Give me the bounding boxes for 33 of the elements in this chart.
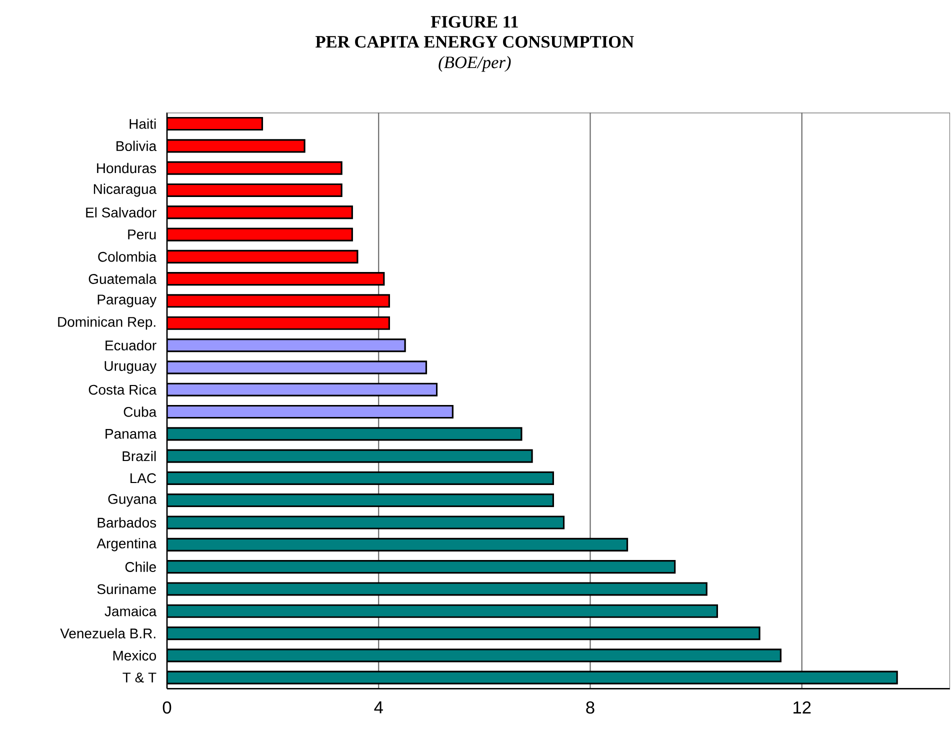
x-tick-label: 8 [586,701,594,714]
chart-title: FIGURE 11 [430,16,518,28]
y-tick-label: Dominican Rep. [58,316,156,330]
x-tick-label: 0 [162,701,172,714]
y-tick-label: Brazil [122,450,156,462]
y-tick-label: T & T [122,672,156,683]
y-tick-label: Uruguay [104,361,157,374]
y-tick-label: Cuba [124,406,157,417]
y-tick-label: Colombia [98,252,157,262]
y-tick-label: Nicaragua [94,184,157,197]
y-tick-label: Costa Rica [88,384,157,395]
y-tick-label: Jamaica [104,606,157,616]
y-tick-label: Peru [128,230,156,240]
y-tick-label: LAC [130,473,156,484]
y-tick-label: Venezuela B.R. [60,628,156,638]
y-tick-label: Honduras [97,162,156,174]
text: (BOE/per) [438,56,511,72]
y-tick-label: Haiti [130,118,156,129]
y-tick-label: Barbados [98,517,156,528]
y-tick-label: Guyana [108,494,157,507]
y-tick-label: El Salvador [86,207,156,218]
y-tick-label: Mexico [113,650,156,661]
x-tick-label: 4 [374,701,383,714]
y-tick-label: Chile [125,562,156,572]
y-tick-label: Argentina [96,538,157,552]
y-tick-label: Guatemala [88,274,157,284]
chart-subtitle: PER CAPITA ENERGY CONSUMPTION [316,36,634,48]
y-tick-label: Ecuador [106,340,156,350]
x-tick-label: 12 [794,701,811,714]
y-tick-label: Panama [106,429,157,439]
y-tick-label: Suriname [97,584,156,594]
y-tick-label: Bolivia [116,140,157,152]
y-tick-label: Paraguay [98,294,157,308]
